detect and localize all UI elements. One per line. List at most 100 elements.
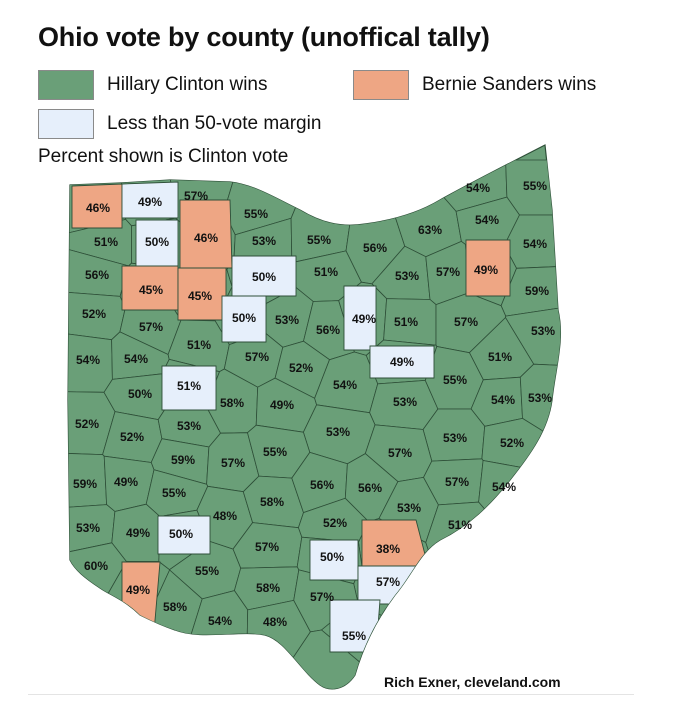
county-pct-label: 51%: [394, 315, 418, 329]
county-pct-label: 53%: [395, 269, 419, 283]
county-pct-label: 59%: [171, 453, 195, 467]
county-pct-label: 55%: [263, 445, 287, 459]
county-pct-label: 55%: [443, 373, 467, 387]
county-pct-label: 58%: [220, 396, 244, 410]
county-pct-label: 57%: [221, 456, 245, 470]
county-pct-label: 52%: [120, 430, 144, 444]
county-pct-label: 56%: [316, 323, 340, 337]
county-pct-label: 58%: [256, 581, 280, 595]
county-pct-label: 56%: [358, 481, 382, 495]
county-sanders: [121, 561, 161, 633]
county-pct-label: 58%: [163, 600, 187, 614]
county-pct-label: 58%: [260, 495, 284, 509]
county-pct-label: 49%: [138, 195, 162, 209]
county-pct-label: 53%: [252, 234, 276, 248]
legend-label-tie: Less than 50-vote margin: [107, 113, 322, 134]
county-pct-label: 49%: [126, 583, 150, 597]
map-note: Percent shown is Clinton vote: [38, 146, 289, 167]
county-pct-label: 55%: [162, 486, 186, 500]
county-pct-label: 48%: [263, 615, 287, 629]
county-pct-label: 55%: [342, 629, 366, 643]
county-pct-label: 53%: [531, 324, 555, 338]
county-pct-label: 52%: [82, 307, 106, 321]
county-pct-label: 59%: [525, 284, 549, 298]
county-pct-label: 52%: [323, 516, 347, 530]
county-pct-label: 50%: [252, 270, 276, 284]
county-pct-label: 57%: [255, 540, 279, 554]
county-pct-label: 53%: [76, 521, 100, 535]
county-tie: [231, 255, 297, 297]
legend-label-clinton: Hillary Clinton wins: [107, 74, 268, 95]
county-pct-label: 55%: [307, 233, 331, 247]
county-pct-label: 55%: [523, 179, 547, 193]
county-pct-label: 50%: [145, 235, 169, 249]
county-cell: [505, 159, 561, 216]
county-pct-label: 57%: [310, 590, 334, 604]
county-pct-label: 51%: [488, 350, 512, 364]
county-pct-label: 60%: [84, 559, 108, 573]
county-pct-label: 51%: [177, 379, 201, 393]
county-pct-label: 53%: [397, 501, 421, 515]
sanders-swatch: [353, 70, 409, 100]
county-pct-label: 63%: [418, 223, 442, 237]
county-pct-label: 50%: [169, 527, 193, 541]
county-pct-label: 51%: [94, 235, 118, 249]
legend-item-sanders: Bernie Sanders wins: [353, 70, 596, 100]
county-pct-label: 55%: [244, 207, 268, 221]
county-pct-label: 55%: [195, 564, 219, 578]
county-pct-label: 57%: [388, 446, 412, 460]
county-tie: [161, 365, 217, 411]
county-pct-label: 59%: [73, 477, 97, 491]
county-pct-label: 54%: [124, 352, 148, 366]
county-cell: [500, 264, 561, 317]
county-pct-label: 53%: [326, 425, 350, 439]
county-pct-label: 54%: [333, 378, 357, 392]
county-tie: [157, 515, 211, 555]
legend-item-clinton: Hillary Clinton wins: [38, 70, 268, 100]
county-pct-label: 49%: [352, 312, 376, 326]
clinton-swatch: [38, 70, 94, 100]
county-pct-label: 57%: [436, 265, 460, 279]
county-tie: [329, 599, 381, 653]
county-pct-label: 53%: [443, 431, 467, 445]
county-pct-label: 50%: [232, 311, 256, 325]
county-pct-label: 54%: [466, 181, 490, 195]
county-pct-label: 49%: [114, 475, 138, 489]
county-pct-label: 54%: [491, 393, 515, 407]
county-pct-label: 53%: [528, 391, 552, 405]
county-pct-label: 52%: [289, 361, 313, 375]
county-pct-label: 51%: [187, 338, 211, 352]
county-pct-label: 57%: [445, 475, 469, 489]
county-pct-label: 52%: [75, 417, 99, 431]
county-pct-label: 48%: [213, 509, 237, 523]
county-pct-label: 46%: [86, 201, 110, 215]
county-pct-label: 38%: [376, 542, 400, 556]
county-pct-label: 57%: [376, 575, 400, 589]
footer-divider: [28, 694, 634, 695]
county-pct-label: 50%: [128, 387, 152, 401]
county-pct-label: 56%: [310, 478, 334, 492]
tie-swatch: [38, 109, 94, 139]
county-tie: [369, 345, 435, 379]
county-pct-label: 54%: [208, 614, 232, 628]
county-pct-label: 54%: [523, 237, 547, 251]
county-pct-label: 45%: [188, 289, 212, 303]
county-pct-label: 50%: [320, 550, 344, 564]
county-tie: [121, 181, 179, 219]
county-pct-label: 49%: [390, 355, 414, 369]
county-pct-label: 53%: [275, 313, 299, 327]
county-pct-label: 51%: [314, 265, 338, 279]
credit-line: Rich Exner, cleveland.com: [384, 674, 561, 690]
county-tie: [221, 295, 267, 343]
county-pct-label: 52%: [500, 436, 524, 450]
county-pct-label: 57%: [139, 320, 163, 334]
county-pct-label: 54%: [492, 480, 516, 494]
county-pct-label: 45%: [139, 283, 163, 297]
county-sanders: [465, 239, 511, 297]
county-cell: [503, 214, 561, 269]
county-pct-label: 49%: [270, 398, 294, 412]
county-cell: [519, 363, 561, 468]
county-pct-label: 57%: [184, 189, 208, 203]
county-pct-label: 49%: [126, 526, 150, 540]
